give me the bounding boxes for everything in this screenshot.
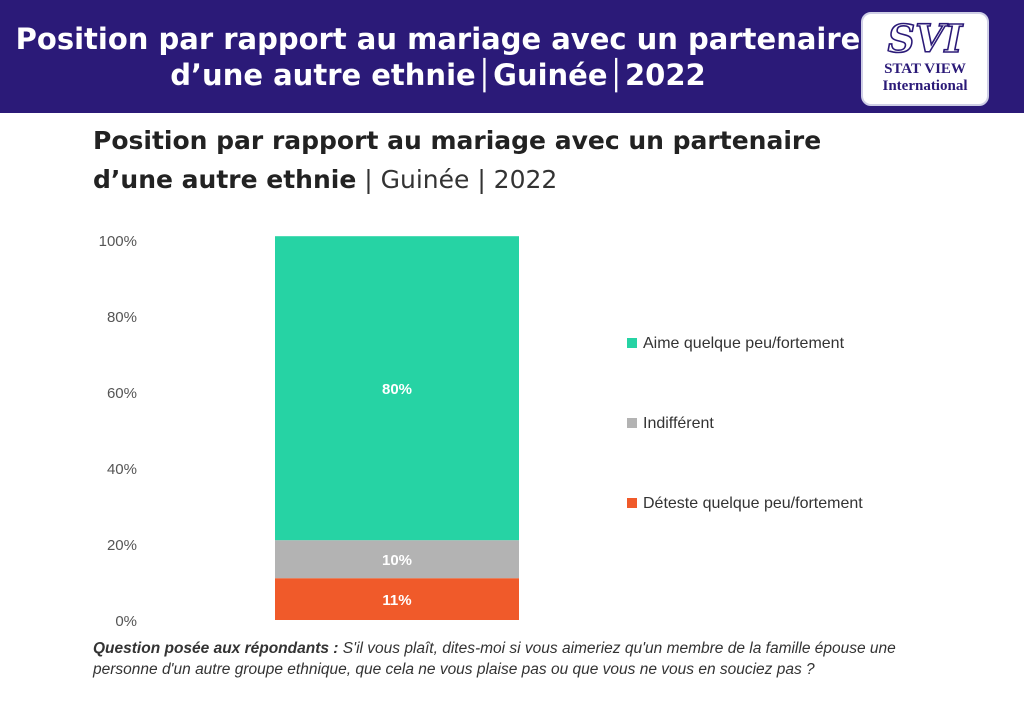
- banner-title-line1: Position par rapport au mariage avec un …: [15, 22, 861, 56]
- chart-subtitle-rest: | Guinée | 2022: [356, 165, 558, 194]
- legend-marker: [627, 338, 637, 348]
- svi-logo: SVI STAT VIEW International: [861, 12, 989, 106]
- legend-label: Déteste quelque peu/fortement: [643, 495, 863, 512]
- y-tick-label: 0%: [115, 613, 137, 630]
- bar-segment: [275, 540, 519, 579]
- chart-subtitle-bold: d’une autre ethnie: [93, 165, 357, 194]
- header-banner: Position par rapport au mariage avec un …: [0, 0, 1024, 113]
- legend-marker: [627, 418, 637, 428]
- logo-subtitle-2: International: [882, 78, 967, 94]
- legend-marker: [627, 498, 637, 508]
- y-tick-label: 100%: [99, 233, 137, 250]
- question-text: S'il vous plaît, dites-moi si vous aimer…: [93, 640, 896, 678]
- chart-subtitle: d’une autre ethnie | Guinée | 2022: [93, 165, 557, 194]
- logo-subtitle-1: STAT VIEW: [884, 61, 966, 77]
- legend-label: Aime quelque peu/fortement: [643, 335, 845, 352]
- data-label: 11%: [382, 592, 411, 609]
- data-label: 10%: [382, 552, 412, 569]
- question-note: Question posée aux répondants : S'il vou…: [93, 638, 953, 680]
- logo-letters: SVI: [888, 16, 964, 61]
- question-label: Question posée aux répondants :: [93, 640, 339, 657]
- y-tick-label: 40%: [107, 461, 137, 478]
- chart-title: Position par rapport au mariage avec un …: [93, 126, 822, 155]
- y-tick-label: 20%: [107, 537, 137, 554]
- y-tick-label: 80%: [107, 309, 137, 326]
- data-label: 80%: [382, 381, 412, 398]
- bar-segment: [275, 578, 519, 620]
- y-tick-label: 60%: [107, 385, 137, 402]
- banner-title-line2: d’une autre ethnie│Guinée│2022: [170, 58, 706, 92]
- legend-label: Indifférent: [643, 415, 714, 432]
- bar-segment: [275, 236, 519, 541]
